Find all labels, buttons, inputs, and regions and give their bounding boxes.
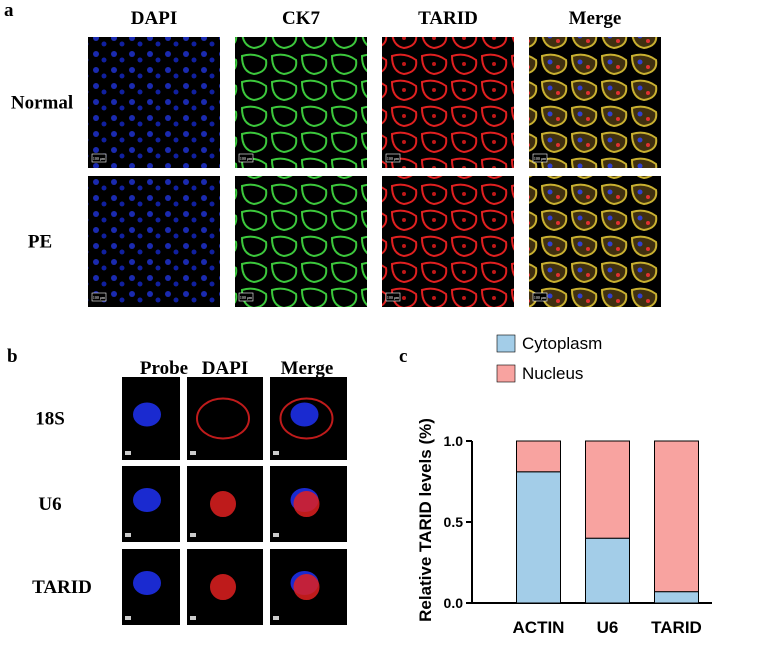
scale-bar-box (532, 292, 548, 302)
scale-bar-box (125, 616, 131, 620)
scale-bar-box (190, 616, 196, 620)
micrograph (235, 176, 367, 307)
micrograph (382, 176, 514, 307)
nucleus (290, 402, 319, 427)
bar-segment (516, 440, 561, 473)
scale-bar-box (532, 153, 548, 163)
micrograph (529, 37, 661, 168)
panel-label: a (4, 0, 14, 21)
scale-bar-box (385, 292, 401, 302)
row-label: TARID (32, 577, 92, 598)
scale-bar-box (238, 153, 254, 163)
legend-label: Cytoplasm (522, 334, 602, 353)
scale-bar-label: 100 μm (387, 295, 400, 300)
probe-signal (210, 491, 236, 517)
panel-a: a DAPI CK7 TARID Merge Normal 100 μm 100 μm 100 … (4, 0, 661, 307)
y-tick-label: 1.0 (444, 433, 464, 449)
nucleus (133, 571, 161, 595)
probe-signal (279, 397, 334, 440)
panel-label: b (7, 346, 18, 367)
row-label: PE (28, 232, 52, 253)
column-header: Merge (281, 358, 334, 379)
micrograph (187, 377, 263, 460)
probe-signal (210, 574, 236, 600)
micrograph (88, 176, 220, 307)
scale-bar-box (125, 533, 131, 537)
row-label: U6 (38, 494, 61, 515)
column-header: TARID (418, 8, 478, 29)
scale-bar-box (190, 451, 196, 455)
row-label: 18S (35, 409, 65, 430)
legend-label: Nucleus (522, 364, 583, 383)
scale-bar-box (273, 451, 279, 455)
scale-bar-box (238, 292, 254, 302)
scale-bar-label: 100 μm (240, 295, 253, 300)
probe-signal (293, 574, 320, 600)
scale-bar-box (190, 533, 196, 537)
column-header: CK7 (282, 8, 321, 29)
scale-bar-label: 100 μm (534, 295, 547, 300)
scale-bar-label: 100 μm (240, 156, 253, 161)
y-axis-title: Relative TARID levels (%) (416, 418, 435, 622)
column-header: Merge (569, 8, 622, 29)
scale-bar-box (385, 153, 401, 163)
column-header: DAPI (202, 358, 248, 379)
panel-c: c 0.0 0.5 1.0 Relative TARID levels (%) ACTIN… (399, 334, 712, 637)
nucleus (133, 402, 161, 427)
bar-segment (585, 537, 630, 604)
scale-bar-label: 100 μm (387, 156, 400, 161)
probe-signal (196, 397, 250, 440)
micrograph (382, 37, 514, 168)
legend-swatch (496, 364, 516, 383)
bar-segment (654, 591, 699, 604)
nucleus (133, 488, 161, 512)
probe-signal (293, 491, 320, 517)
row-label: Normal (11, 93, 73, 114)
scale-bar-box (273, 616, 279, 620)
column-header: DAPI (131, 8, 177, 29)
scale-bar-box (91, 153, 107, 163)
panel-label: c (399, 346, 407, 367)
bar-segment (654, 440, 699, 593)
x-tick-label: ACTIN (513, 618, 565, 637)
scale-bar-box (91, 292, 107, 302)
x-tick-label: U6 (597, 618, 619, 637)
micrograph (235, 37, 367, 168)
micrograph (529, 176, 661, 307)
scale-bar-box (125, 451, 131, 455)
bar-segment (585, 440, 630, 539)
scale-bar-label: 100 μm (93, 156, 106, 161)
scale-bar-box (273, 533, 279, 537)
scale-bar-label: 100 μm (534, 156, 547, 161)
column-header: Probe (140, 358, 188, 379)
bar-segment (516, 471, 561, 604)
x-tick-label: TARID (651, 618, 702, 637)
y-tick-label: 0.5 (444, 514, 464, 530)
scale-bar-label: 100 μm (93, 295, 106, 300)
legend-swatch (496, 334, 516, 353)
micrograph (88, 37, 220, 168)
panel-b: b Probe DAPI Merge 18S U6 TARID (7, 346, 347, 625)
y-tick-label: 0.0 (444, 595, 464, 611)
